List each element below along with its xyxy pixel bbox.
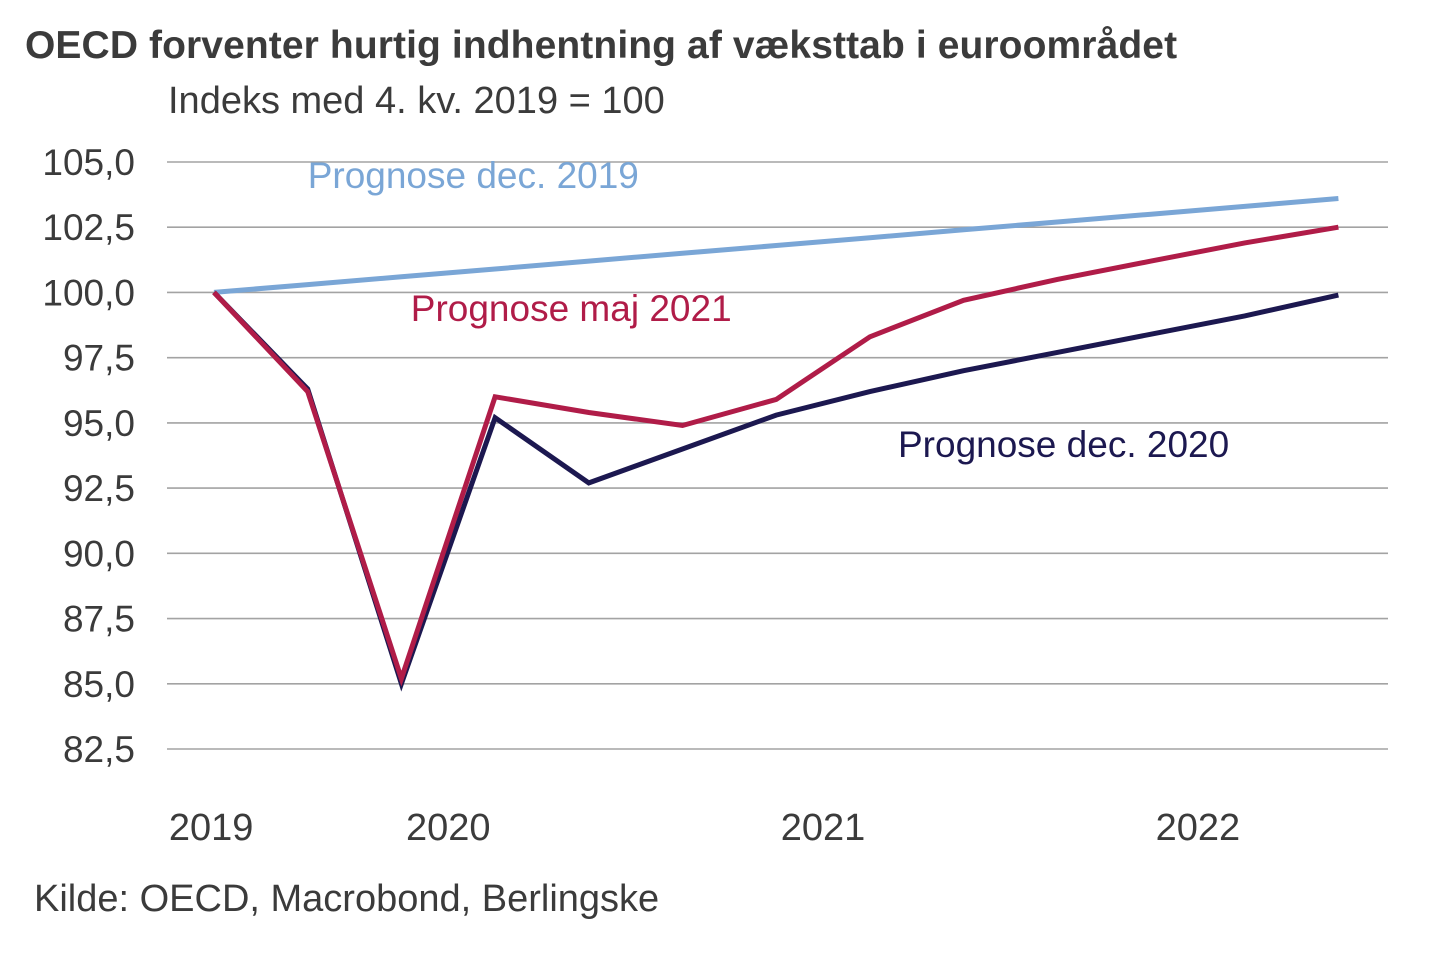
series-labels: Prognose dec. 2019 Prognose dec. 2020 Prog…	[308, 155, 1230, 465]
series-lines	[212, 196, 1339, 692]
x-tick-label: 2021	[781, 807, 866, 849]
series-label-prognose-dec-2019: Prognose dec. 2019	[308, 155, 639, 196]
x-axis-tick-labels: 2019 2020 2021 2022	[169, 807, 1240, 849]
y-tick-label: 90,0	[63, 533, 135, 574]
y-tick-label: 100,0	[42, 272, 135, 313]
y-tick-label: 102,5	[42, 207, 135, 248]
y-tick-label: 87,5	[63, 599, 135, 640]
x-tick-label: 2022	[1156, 807, 1241, 849]
chart-title: OECD forventer hurtig indhentning af væk…	[25, 24, 1178, 67]
y-tick-label: 92,5	[63, 468, 135, 509]
y-tick-label: 95,0	[63, 403, 135, 444]
y-axis-tick-labels: 105,0 102,5 100,0 97,5 95,0 92,5 90,0 87,5 85,0 8…	[42, 142, 135, 770]
series-label-prognose-dec-2020: Prognose dec. 2020	[898, 424, 1229, 465]
chart-subtitle: Indeks med 4. kv. 2019 = 100	[168, 80, 665, 122]
y-tick-label: 105,0	[42, 142, 135, 183]
source-note: Kilde: OECD, Macrobond, Berlingske	[34, 878, 660, 920]
series-line-prognose-dec-2019	[213, 196, 1339, 295]
series-label-prognose-maj-2021: Prognose maj 2021	[411, 288, 732, 329]
x-tick-label: 2019	[169, 807, 254, 849]
x-tick-label: 2020	[406, 807, 491, 849]
gridlines	[167, 161, 1388, 750]
y-tick-label: 85,0	[63, 664, 135, 705]
y-tick-label: 97,5	[63, 338, 135, 379]
y-tick-label: 82,5	[63, 729, 135, 770]
